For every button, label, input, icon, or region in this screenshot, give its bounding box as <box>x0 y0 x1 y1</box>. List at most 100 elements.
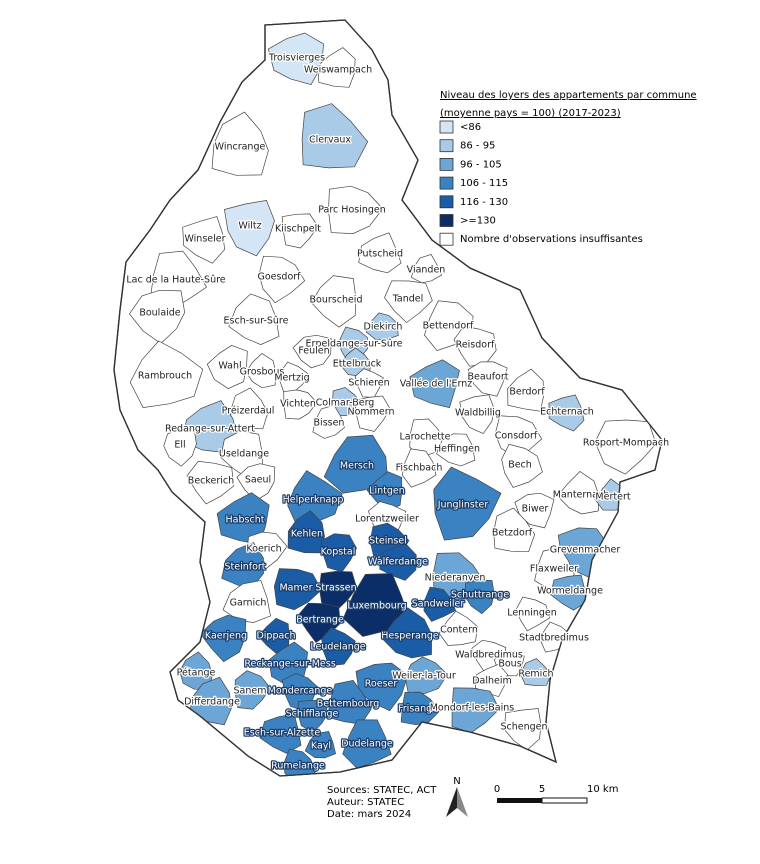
commune-label: Garnich <box>230 598 267 609</box>
commune-label: Esch-sur-Alzette <box>244 728 321 739</box>
commune-label: Sandweiler <box>412 599 465 610</box>
commune-area <box>342 719 392 769</box>
commune-area <box>312 404 345 439</box>
commune-label: Grevenmacher <box>550 545 621 556</box>
commune-area <box>451 687 500 734</box>
commune-area <box>594 419 657 475</box>
commune-area <box>423 586 457 622</box>
commune-label: Lintgen <box>369 486 405 497</box>
commune-label: Beckerich <box>188 476 234 487</box>
commune-label: Flaxweiler <box>530 564 578 575</box>
commune-label: Biwer <box>522 504 549 515</box>
commune-area <box>328 185 384 234</box>
commune-label: Diekirch <box>364 322 403 333</box>
commune-label: Pétange <box>177 668 216 679</box>
commune-label: Dudelange <box>341 739 393 750</box>
commune-label: Troisvierges <box>268 53 325 64</box>
commune-label: Reisdorf <box>456 340 495 351</box>
commune-label: Dippach <box>256 631 295 642</box>
arrow-right <box>457 787 468 817</box>
commune-label: Bech <box>508 460 532 471</box>
commune-area <box>258 255 306 304</box>
commune-area <box>436 433 476 467</box>
commune-area <box>520 658 552 686</box>
commune-label: Rumelange <box>271 761 325 772</box>
commune-area <box>433 466 502 541</box>
scale-label: 0 <box>494 784 500 795</box>
commune-area <box>222 580 271 623</box>
commune-area <box>404 656 448 694</box>
commune-label: Weiswampach <box>304 65 372 76</box>
commune-label: Colmar-Berg <box>316 398 375 409</box>
scale-seg <box>497 798 542 803</box>
legend-label: 86 - 95 <box>460 141 495 152</box>
commune-area <box>501 443 543 488</box>
commune-label: Bettembourg <box>317 699 380 710</box>
commune-area <box>354 395 391 432</box>
commune-area <box>467 361 508 397</box>
commune-area <box>229 387 269 430</box>
commune-label: Esch-sur-Sûre <box>224 316 289 327</box>
commune-area <box>267 32 324 86</box>
commune-label: Echternach <box>540 407 594 418</box>
commune-area <box>283 389 318 420</box>
legend-swatch <box>439 157 454 171</box>
commune-label: Waldbredimus <box>455 650 523 661</box>
legend-label: 116 - 130 <box>460 197 508 208</box>
commune-area <box>409 359 460 409</box>
commune-area <box>186 460 235 505</box>
commune-label: Schengen <box>500 722 547 733</box>
commune-label: Ettelbruck <box>333 359 382 370</box>
commune-label: Niederanven <box>425 573 486 584</box>
commune-label: Putscheid <box>357 249 403 260</box>
commune-label: Leudelange <box>310 642 365 653</box>
commune-label: Remich <box>518 669 553 680</box>
commune-label: Dalheim <box>472 676 512 687</box>
commune-area <box>297 699 329 733</box>
footer: Sources: STATEC, ACT Auteur: STATEC Date… <box>327 785 437 820</box>
commune-area <box>259 713 302 754</box>
commune-label: Useldange <box>219 449 269 460</box>
commune-label: Strassen <box>315 583 356 594</box>
commune-area <box>292 334 332 369</box>
commune-areas <box>129 32 657 776</box>
commune-label: Fischbach <box>396 463 443 474</box>
commune-label: Schifflange <box>286 709 339 720</box>
commune-label: Roeser <box>365 679 398 690</box>
commune-label: Mamer <box>279 583 312 594</box>
commune-area <box>438 610 479 646</box>
commune-label: Vianden <box>407 265 446 276</box>
commune-label: Parc Hosingen <box>318 205 386 216</box>
legend-subtitle: (moyenne pays = 100) (2017-2023) <box>440 108 621 119</box>
scale-label: 10 km <box>587 784 618 795</box>
commune-area <box>459 394 495 435</box>
commune-label: Beaufort <box>468 372 509 383</box>
commune-label: Weiler-la-Tour <box>392 671 456 682</box>
commune-label: Wincrange <box>215 142 266 153</box>
author: Auteur: STATEC <box>327 797 404 808</box>
commune-label: Wahl <box>218 361 241 372</box>
commune-label: Stadtbredimus <box>519 633 589 644</box>
commune-area <box>211 111 269 176</box>
commune-label: Rambrouch <box>138 371 192 382</box>
commune-area <box>493 507 536 553</box>
commune-area <box>507 368 545 412</box>
legend-label: Nombre d'observations insuffisantes <box>460 234 643 245</box>
commune-label: Mersch <box>340 461 374 472</box>
commune-label: Winseler <box>184 234 225 245</box>
commune-label: Helperknapp <box>283 495 344 506</box>
commune-label: Hesperange <box>381 631 439 642</box>
commune-label: Kopstal <box>321 547 356 558</box>
commune-area <box>400 691 440 726</box>
north-label: N <box>453 776 460 787</box>
commune-area <box>327 680 372 725</box>
commune-label: Vichten <box>280 399 316 410</box>
commune-label: Grosbous <box>240 367 285 378</box>
sources: Sources: STATEC, ACT <box>327 785 437 796</box>
legend-swatch <box>439 214 454 227</box>
commune-label: Feulen <box>298 346 329 357</box>
commune-label: Bettendorf <box>423 321 474 332</box>
commune-area <box>453 325 497 367</box>
